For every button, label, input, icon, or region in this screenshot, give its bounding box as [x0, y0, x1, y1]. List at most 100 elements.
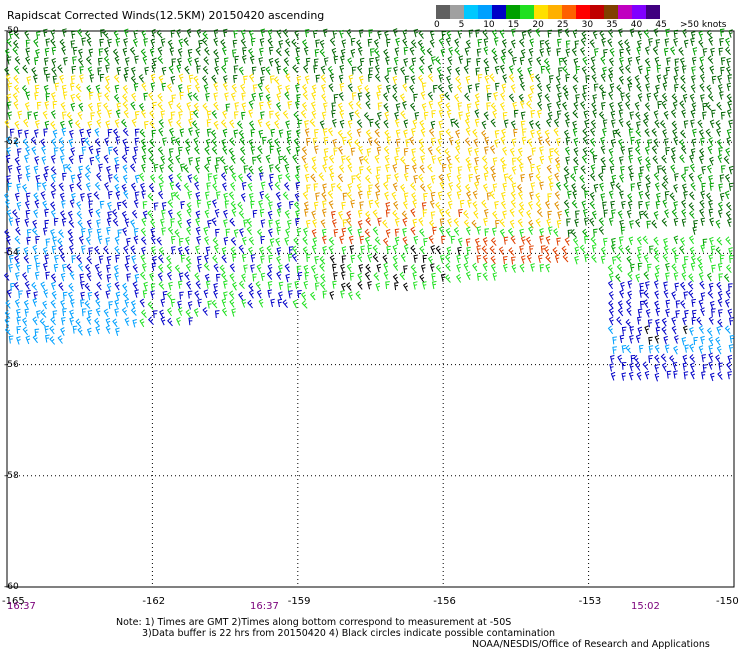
- wind-barb: [698, 345, 704, 354]
- wind-barb: [375, 56, 380, 65]
- legend-swatch: [464, 5, 478, 19]
- wind-barb: [295, 217, 300, 226]
- wind-barb: [725, 289, 731, 299]
- wind-barb: [106, 255, 112, 265]
- wind-barb: [403, 172, 409, 182]
- wind-barb: [726, 93, 732, 103]
- wind-barb: [213, 263, 219, 273]
- wind-barb: [205, 92, 210, 102]
- wind-barb: [418, 138, 424, 148]
- wind-barb: [699, 56, 704, 65]
- wind-barb: [58, 182, 64, 192]
- wind-barb: [655, 39, 661, 48]
- wind-barb: [114, 164, 120, 173]
- wind-barb: [724, 190, 730, 200]
- wind-barb: [591, 210, 597, 220]
- wind-barb: [659, 120, 666, 129]
- wind-barb: [627, 193, 633, 202]
- wind-barb: [691, 309, 697, 318]
- wind-barb: [661, 217, 668, 227]
- wind-barb: [112, 146, 119, 156]
- wind-barb: [69, 129, 74, 139]
- wind-barb: [556, 100, 561, 110]
- wind-barb: [621, 200, 626, 210]
- wind-barb: [189, 110, 195, 119]
- wind-barb: [453, 119, 460, 129]
- wind-barb: [368, 67, 374, 76]
- wind-barb: [438, 37, 444, 47]
- wind-barb: [241, 273, 246, 283]
- wind-barb: [4, 317, 10, 327]
- wind-barb: [441, 164, 447, 173]
- wind-barb: [170, 192, 176, 201]
- legend-label: 35: [606, 20, 618, 30]
- wind-barb: [233, 111, 239, 120]
- latitude-label: -60: [4, 582, 19, 592]
- wind-barb: [491, 172, 497, 182]
- wind-barb: [582, 208, 588, 218]
- wind-barb: [680, 173, 686, 182]
- wind-barb: [600, 246, 606, 256]
- wind-barb: [288, 290, 293, 299]
- wind-barb: [260, 219, 266, 228]
- wind-barb: [302, 236, 308, 245]
- wind-barb: [662, 175, 669, 184]
- wind-barb: [295, 146, 301, 155]
- wind-barb: [690, 109, 696, 119]
- wind-barb: [342, 219, 348, 228]
- wind-barb: [354, 139, 361, 148]
- wind-barb: [36, 101, 42, 110]
- wind-barb: [729, 335, 735, 344]
- wind-barb: [225, 103, 231, 112]
- wind-barb: [15, 262, 21, 271]
- wind-barb: [683, 371, 689, 380]
- wind-barb: [547, 226, 553, 235]
- wind-barb: [188, 157, 193, 166]
- wind-barb: [539, 235, 544, 244]
- wind-barb: [203, 289, 209, 298]
- wind-barb: [582, 56, 588, 66]
- wind-barb: [475, 83, 480, 92]
- wind-barb: [53, 263, 59, 272]
- wind-barb: [8, 335, 14, 344]
- wind-barb: [223, 57, 229, 66]
- wind-barb: [321, 191, 327, 201]
- wind-barb: [50, 110, 56, 119]
- wind-barb: [409, 136, 415, 146]
- lat-lon-grid: [7, 31, 734, 587]
- wind-barb: [565, 74, 570, 82]
- wind-barb: [427, 146, 433, 156]
- wind-barb: [42, 300, 48, 310]
- wind-barb: [681, 271, 687, 281]
- wind-barb: [513, 128, 518, 137]
- wind-barb: [476, 226, 482, 235]
- wind-barb: [233, 229, 239, 238]
- wind-barb: [463, 210, 470, 219]
- wind-barb: [197, 263, 202, 273]
- wind-barb: [285, 273, 290, 283]
- wind-barb: [147, 210, 153, 219]
- wind-barb: [728, 119, 733, 129]
- wind-barb: [187, 174, 193, 183]
- wind-barb: [213, 244, 219, 254]
- wind-barb: [674, 66, 679, 76]
- wind-barb: [321, 228, 327, 238]
- legend-label: 30: [581, 20, 594, 30]
- wind-barb: [161, 227, 166, 236]
- wind-barb: [185, 236, 190, 246]
- wind-barb: [60, 253, 66, 262]
- wind-barb: [147, 301, 154, 310]
- wind-barb: [662, 199, 668, 208]
- wind-barb: [616, 84, 623, 94]
- wind-barb: [537, 109, 542, 119]
- wind-barb: [86, 327, 92, 337]
- wind-barb: [561, 245, 568, 255]
- wind-barb: [671, 325, 677, 335]
- wind-barb: [476, 245, 481, 254]
- wind-barb: [724, 298, 730, 308]
- wind-barb: [275, 237, 281, 247]
- wind-barb: [141, 30, 147, 40]
- wind-barb: [430, 245, 436, 254]
- wind-barb: [184, 138, 191, 148]
- wind-barb: [591, 254, 597, 263]
